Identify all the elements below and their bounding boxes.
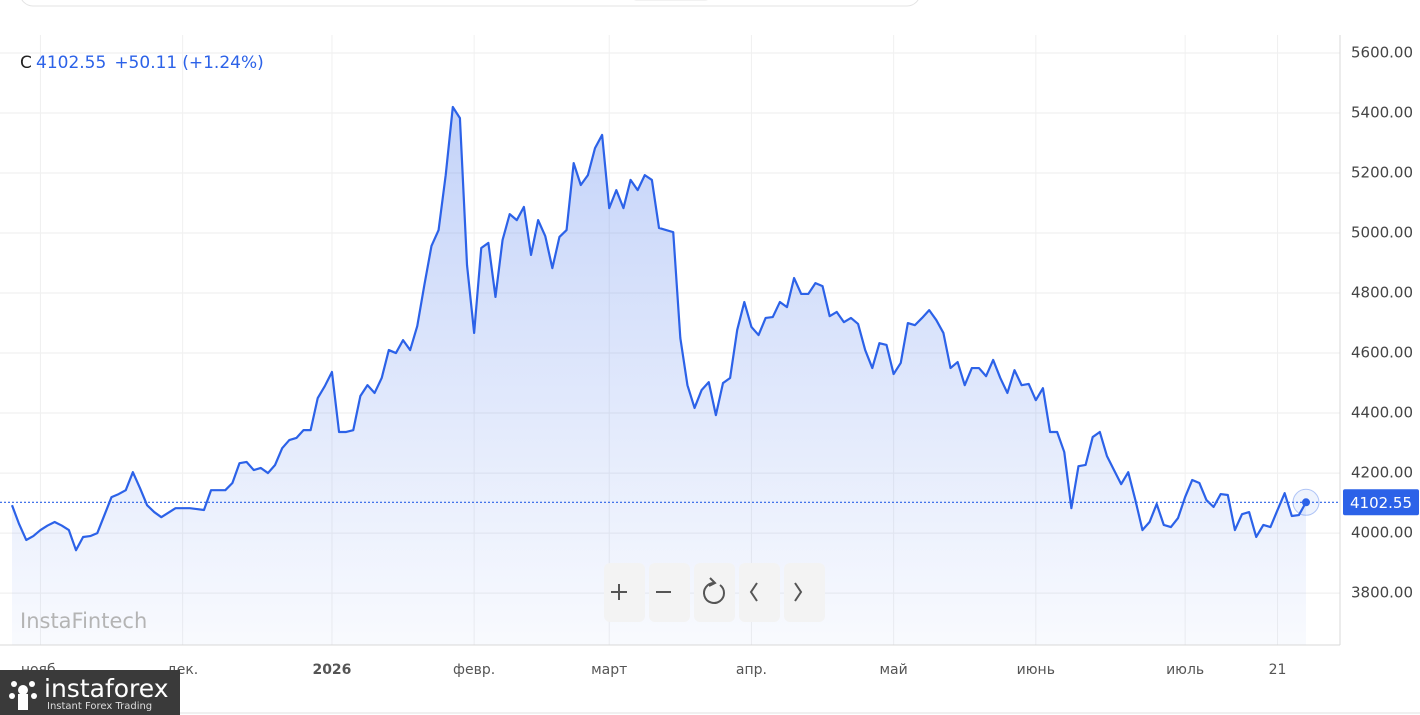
brand-logo: instaforex Instant Forex Trading (0, 670, 180, 715)
x-tick-label: февр. (453, 662, 495, 678)
change: +50.11 (114, 53, 177, 73)
price-line (10, 105, 1307, 552)
y-tick-label: 5400.00 (1351, 104, 1413, 122)
reset-button[interactable] (694, 563, 735, 622)
y-tick-label: 4200.00 (1351, 464, 1413, 482)
last-point (1302, 498, 1310, 507)
last-price-box (1343, 489, 1419, 516)
symbol: C (20, 53, 32, 73)
area-fill (12, 107, 1306, 645)
x-tick-label: июль (1166, 662, 1204, 678)
plot (0, 105, 1340, 645)
zoom-toolbar (604, 563, 825, 622)
y-tick-label: 4000.00 (1351, 524, 1413, 542)
change-percent: (+1.24%) (182, 53, 264, 73)
brand-tagline: Instant Forex Trading (47, 701, 152, 712)
zoom-in-button[interactable] (604, 563, 645, 622)
y-tick-label: 4400.00 (1351, 404, 1413, 422)
x-tick-label: май (880, 662, 908, 678)
y-tick-label: 5000.00 (1351, 224, 1413, 242)
last-price-label: 4102.55 (1350, 494, 1412, 512)
zoom-out-button[interactable] (649, 563, 690, 622)
scroll-left-button[interactable] (739, 563, 780, 622)
axes: 3800.00 4000.00 4200.00 4400.00 4600.00 4800.… (21, 44, 1419, 678)
y-tick-label: 5200.00 (1351, 164, 1413, 182)
y-tick-label: 4600.00 (1351, 344, 1413, 362)
search-bar-tab (634, 0, 708, 1)
logo-icon (9, 681, 37, 710)
y-tick-label: 4800.00 (1351, 284, 1413, 302)
x-tick-label: 2026 (312, 662, 351, 678)
y-tick-label: 3800.00 (1351, 584, 1413, 602)
x-tick-label: 21 (1269, 662, 1287, 678)
watermark: InstaFintech (20, 609, 147, 633)
scroll-right-button[interactable] (784, 563, 825, 622)
brand-name: instaforex (44, 674, 169, 703)
logo-background (0, 670, 180, 715)
price: 4102.55 (36, 53, 106, 73)
x-tick-label: апр. (736, 662, 767, 678)
x-tick-label: июнь (1017, 662, 1055, 678)
x-tick-label: март (591, 662, 627, 678)
search-bar (21, 0, 919, 7)
y-tick-label: 5600.00 (1351, 44, 1413, 62)
